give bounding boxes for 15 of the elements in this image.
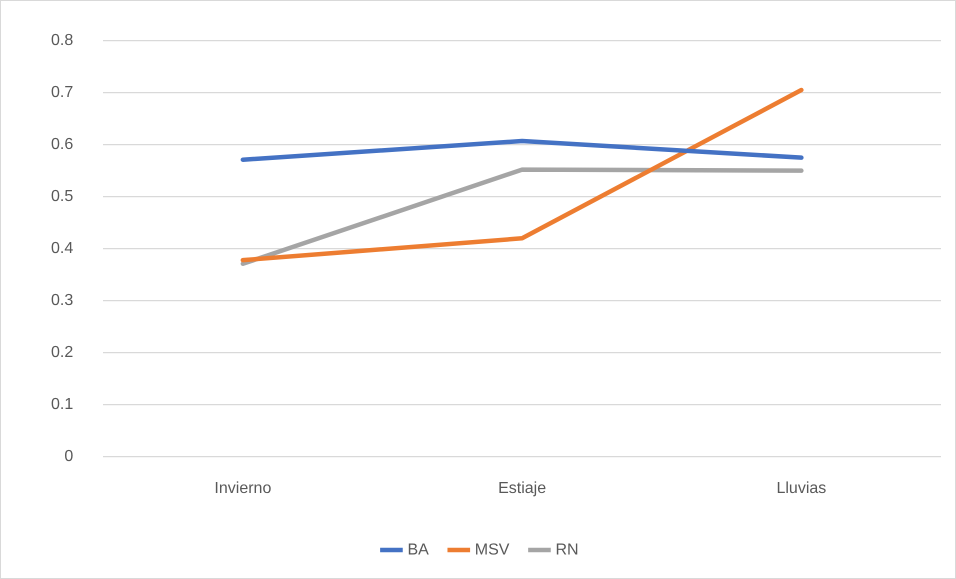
- legend-label: RN: [555, 541, 579, 558]
- legend-label: MSV: [474, 541, 510, 558]
- y-tick-label: 0.1: [50, 396, 74, 414]
- legend-label: BA: [407, 541, 430, 558]
- y-tick-label: 0.7: [50, 84, 74, 102]
- y-tick-label: 0: [64, 448, 74, 466]
- y-tick-label: 0.8: [50, 32, 74, 50]
- y-tick-label: 0.6: [50, 136, 74, 154]
- y-tick-label: 0.2: [50, 344, 74, 362]
- x-tick-label: Lluvias: [776, 480, 826, 497]
- x-tick-label: Estiaje: [498, 480, 546, 497]
- y-tick-label: 0.4: [50, 240, 74, 258]
- x-tick-label: Invierno: [214, 480, 272, 497]
- y-tick-label: 0.5: [50, 188, 74, 206]
- y-tick-label: 0.3: [50, 292, 74, 310]
